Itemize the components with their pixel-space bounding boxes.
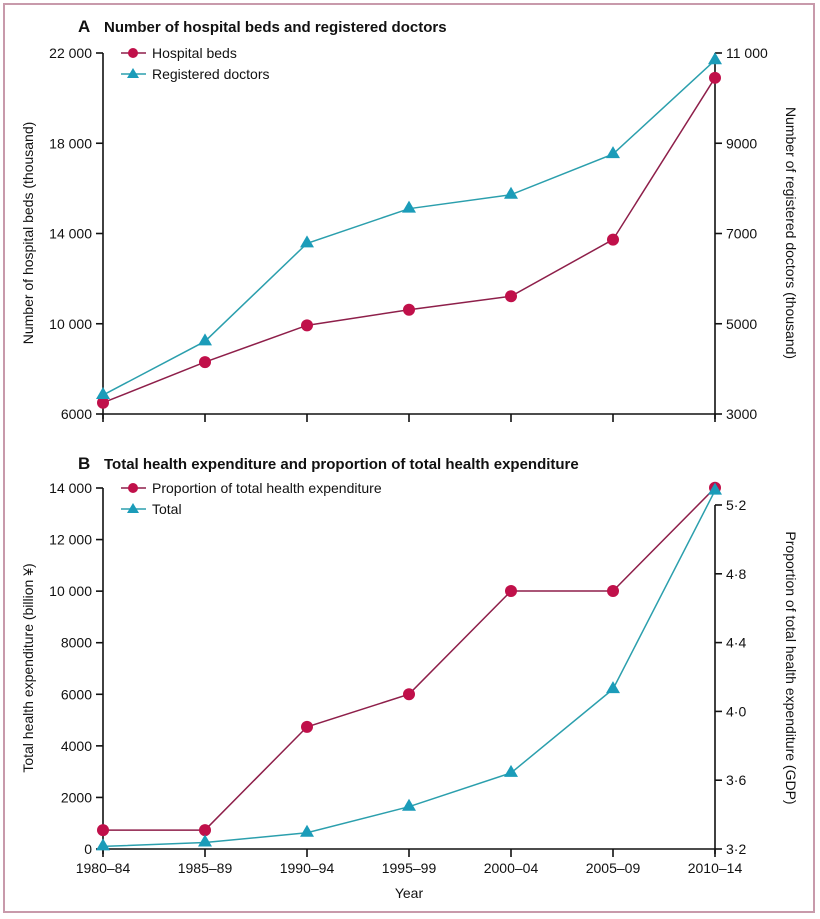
figure-frame: [3, 3, 815, 913]
y-tick-label-right: 4·4: [726, 635, 746, 651]
series-line-total: [102, 490, 716, 848]
data-point-proportion-of-total-health-expenditure: [301, 720, 313, 733]
y-axis-label-right-b: Proportion of total health expenditure (…: [783, 531, 799, 804]
legend-a: Hospital beds Registered doctors: [121, 45, 270, 82]
y-tick-label-right: 11 000: [726, 45, 768, 61]
legend-marker-circle-icon: [128, 483, 138, 493]
data-point-total: [402, 798, 416, 811]
legend-label-total: Total: [152, 501, 182, 517]
y-tick-label-right: 9000: [726, 135, 757, 151]
series-line-proportion-of-total-health-expenditure: [103, 487, 716, 831]
data-point-registered-doctors: [198, 333, 212, 346]
data-point-proportion-of-total-health-expenditure: [97, 824, 109, 837]
y-axis-label-right-a: Number of registered doctors (thousand): [783, 107, 799, 359]
x-tick-label: 1995–99: [382, 860, 437, 876]
data-point-registered-doctors: [300, 235, 314, 248]
chart-title-a: Number of hospital beds and registered d…: [104, 19, 447, 36]
data-point-total: [504, 764, 518, 777]
x-tick-label: 2005–09: [586, 860, 641, 876]
panel-b: B Total health expenditure and proportio…: [20, 454, 799, 901]
y-tick-label-left: 18 000: [49, 135, 92, 151]
y-tick-label-right: 3·2: [726, 841, 746, 857]
x-tick-label: 1980–84: [76, 860, 131, 876]
legend-item-hospital-beds: Hospital beds: [121, 45, 237, 61]
y-tick-label-left: 10 000: [49, 583, 92, 599]
y-tick-label-left: 10 000: [49, 316, 92, 332]
data-point-hospital-beds: [301, 319, 313, 332]
y-tick-label-left: 12 000: [49, 532, 92, 548]
y-tick-label-left: 14 000: [49, 480, 92, 496]
series-line-registered-doctors: [102, 59, 716, 396]
data-point-total: [300, 824, 314, 837]
x-tick-label: 2000–04: [484, 860, 539, 876]
series-b: [96, 481, 722, 851]
data-point-total: [198, 834, 212, 847]
data-point-registered-doctors: [606, 146, 620, 159]
legend-marker-triangle-icon: [127, 68, 139, 78]
data-point-proportion-of-total-health-expenditure: [199, 824, 211, 837]
data-point-hospital-beds: [403, 303, 415, 316]
y-axis-label-left-b: Total health expenditure (billion ¥): [20, 563, 36, 772]
data-point-hospital-beds: [709, 71, 721, 84]
legend-item-registered-doctors: Registered doctors: [121, 66, 270, 82]
legend-label-hospital-beds: Hospital beds: [152, 45, 237, 61]
legend-item-proportion: Proportion of total health expenditure: [121, 480, 382, 496]
series-line-hospital-beds: [102, 77, 716, 404]
y-tick-label-left: 4000: [61, 738, 92, 754]
panel-letter-b: B: [78, 454, 90, 473]
panel-letter-a: A: [78, 17, 90, 36]
y-tick-label-left: 22 000: [49, 45, 92, 61]
y-tick-label-left: 2000: [61, 789, 92, 805]
data-point-total: [96, 838, 110, 851]
data-point-hospital-beds: [199, 356, 211, 369]
data-point-hospital-beds: [505, 290, 517, 303]
data-point-registered-doctors: [96, 387, 110, 400]
data-point-hospital-beds: [607, 233, 619, 246]
y-tick-label-left: 6000: [61, 406, 92, 422]
y-tick-label-left: 8000: [61, 635, 92, 651]
y-tick-label-right: 5000: [726, 316, 757, 332]
legend-b: Proportion of total health expenditure T…: [121, 480, 382, 517]
axes-b: 0 2000 4000 6000 8000 10 000 12 000 14 000 3·2 3·…: [49, 480, 746, 876]
data-point-hospital-beds: [97, 396, 109, 409]
legend-item-total: Total: [121, 501, 182, 517]
y-tick-label-right: 4·8: [726, 566, 746, 582]
data-point-registered-doctors: [402, 200, 416, 213]
y-tick-label-right: 7000: [726, 226, 757, 242]
y-tick-label-right: 3000: [726, 406, 757, 422]
y-tick-label-right: 4·0: [726, 703, 746, 719]
panel-a: A Number of hospital beds and registered…: [20, 17, 799, 422]
y-tick-label-right: 3·6: [726, 772, 746, 788]
y-axis-label-left-a: Number of hospital beds (thousand): [20, 122, 36, 345]
legend-label-proportion: Proportion of total health expenditure: [152, 480, 382, 496]
legend-marker-triangle-icon: [127, 503, 139, 513]
x-axis-label-b: Year: [395, 885, 424, 901]
data-point-total: [708, 482, 722, 495]
x-tick-label: 1985–89: [178, 860, 233, 876]
x-tick-label: 2010–14: [688, 860, 743, 876]
legend-marker-circle-icon: [128, 48, 138, 58]
axes-a: 6000 10 000 14 000 18 000 22 000 3000 5000 7000…: [49, 45, 768, 422]
data-point-proportion-of-total-health-expenditure: [505, 585, 517, 597]
data-point-total: [606, 681, 620, 694]
series-a: [96, 52, 722, 409]
chart-title-b: Total health expenditure and proportion …: [104, 456, 579, 473]
legend-label-registered-doctors: Registered doctors: [152, 66, 270, 82]
data-point-proportion-of-total-health-expenditure: [403, 688, 415, 701]
y-tick-label-left: 0: [84, 841, 92, 857]
y-tick-label-left: 6000: [61, 686, 92, 702]
x-tick-label: 1990–94: [280, 860, 335, 876]
y-tick-label-left: 14 000: [49, 226, 92, 242]
data-point-registered-doctors: [708, 52, 722, 65]
y-tick-label-right: 5·2: [726, 497, 746, 513]
data-point-registered-doctors: [504, 186, 518, 199]
data-point-proportion-of-total-health-expenditure: [607, 585, 619, 597]
